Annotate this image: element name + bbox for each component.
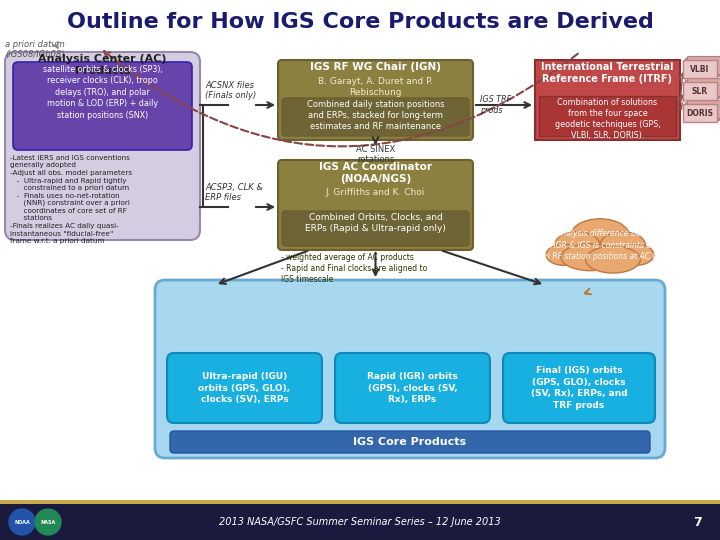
- Text: AC SINEX
rotations: AC SINEX rotations: [356, 145, 395, 164]
- FancyBboxPatch shape: [5, 52, 200, 240]
- Bar: [683, 82, 717, 100]
- Text: Combined Orbits, Clocks, and
ERPs (Rapid & Ultra-rapid only): Combined Orbits, Clocks, and ERPs (Rapid…: [305, 213, 446, 233]
- Text: B. Garayt, A. Duret and P.
Rebischung: B. Garayt, A. Duret and P. Rebischung: [318, 77, 433, 97]
- Text: IGS Core Products: IGS Core Products: [354, 437, 467, 447]
- Text: International Terrestrial
Reference Frame (ITRF): International Terrestrial Reference Fram…: [541, 62, 674, 84]
- Text: Outline for How IGS Core Products are Derived: Outline for How IGS Core Products are De…: [66, 12, 654, 32]
- Bar: [683, 60, 717, 78]
- Text: NOAA: NOAA: [14, 519, 30, 524]
- Ellipse shape: [561, 244, 619, 271]
- Text: NASA: NASA: [40, 519, 55, 524]
- Bar: [0, 504, 720, 540]
- Text: Ultra-rapid (IGU)
orbits (GPS, GLO),
clocks (SV), ERPs: Ultra-rapid (IGU) orbits (GPS, GLO), clo…: [199, 372, 291, 404]
- FancyBboxPatch shape: [278, 60, 473, 140]
- Bar: [685, 102, 719, 120]
- Text: Main analysis difference between
IGU/IGR & IGS is constraints on a
priori RF sta: Main analysis difference between IGU/IGR…: [530, 230, 670, 261]
- Text: ACSP3, CLK &
ERP files: ACSP3, CLK & ERP files: [205, 183, 263, 202]
- Text: Combined daily station positions
and ERPs, stacked for long-term
estimates and R: Combined daily station positions and ERP…: [307, 100, 444, 131]
- Text: J. Griffiths and K. Choi: J. Griffiths and K. Choi: [326, 188, 426, 197]
- Bar: [687, 100, 720, 118]
- Text: IGS RF WG Chair (IGN): IGS RF WG Chair (IGN): [310, 62, 441, 72]
- Bar: [687, 78, 720, 96]
- Text: satellite orbits & clocks (SP3),
receiver clocks (CLK), tropo
delays (TRO), and : satellite orbits & clocks (SP3), receive…: [42, 65, 163, 120]
- Bar: [535, 60, 680, 140]
- Bar: [685, 58, 719, 76]
- FancyBboxPatch shape: [170, 431, 650, 453]
- Ellipse shape: [546, 244, 582, 265]
- Text: IGS AC Coordinator
(NOAA/NGS): IGS AC Coordinator (NOAA/NGS): [319, 162, 432, 184]
- Text: 2013 NASA/GSFC Summer Seminar Series – 12 June 2013: 2013 NASA/GSFC Summer Seminar Series – 1…: [219, 517, 501, 527]
- Ellipse shape: [571, 219, 629, 252]
- Text: 7: 7: [693, 516, 703, 529]
- FancyBboxPatch shape: [13, 62, 192, 150]
- FancyBboxPatch shape: [167, 353, 322, 423]
- Text: Analysis Center (AC)
Products: Analysis Center (AC) Products: [38, 54, 167, 76]
- Bar: [0, 500, 720, 504]
- Text: Final (IGS) orbits
(GPS, GLO), clocks
(SV, Rx), ERPs, and
TRF prods: Final (IGS) orbits (GPS, GLO), clocks (S…: [531, 366, 627, 410]
- Text: Combination of solutions
from the four space
geodetic techniques (GPS,
VLBI, SLR: Combination of solutions from the four s…: [554, 98, 660, 140]
- Text: DORIS: DORIS: [686, 109, 714, 118]
- Ellipse shape: [618, 244, 654, 265]
- Circle shape: [9, 509, 35, 535]
- FancyBboxPatch shape: [278, 160, 473, 250]
- Text: -Latest IERS and IGS conventions
generally adopted
-Adjust all obs. model parame: -Latest IERS and IGS conventions general…: [10, 155, 132, 244]
- Ellipse shape: [585, 246, 640, 273]
- Text: - weighted average of AC products
- Rapid and Final clocks are aligned to
IGS ti: - weighted average of AC products - Rapi…: [281, 253, 427, 284]
- Text: VLBI: VLBI: [690, 64, 710, 73]
- Ellipse shape: [600, 232, 646, 259]
- Bar: [685, 80, 719, 98]
- Text: IGS TRF
prods: IGS TRF prods: [480, 95, 511, 114]
- Bar: [539, 96, 676, 136]
- Text: SLR: SLR: [692, 86, 708, 96]
- Text: a priori datum
(IGS08/IGb08): a priori datum (IGS08/IGb08): [5, 40, 65, 59]
- Text: Rapid (IGR) orbits
(GPS), clocks (SV,
Rx), ERPs: Rapid (IGR) orbits (GPS), clocks (SV, Rx…: [367, 372, 458, 404]
- Circle shape: [35, 509, 61, 535]
- Bar: [687, 56, 720, 74]
- FancyBboxPatch shape: [282, 98, 469, 136]
- Bar: [683, 104, 717, 122]
- FancyBboxPatch shape: [155, 280, 665, 458]
- FancyBboxPatch shape: [335, 353, 490, 423]
- FancyBboxPatch shape: [282, 211, 469, 246]
- FancyBboxPatch shape: [503, 353, 655, 423]
- Text: ACSNX files
(Finals only): ACSNX files (Finals only): [205, 80, 256, 100]
- Ellipse shape: [554, 232, 600, 259]
